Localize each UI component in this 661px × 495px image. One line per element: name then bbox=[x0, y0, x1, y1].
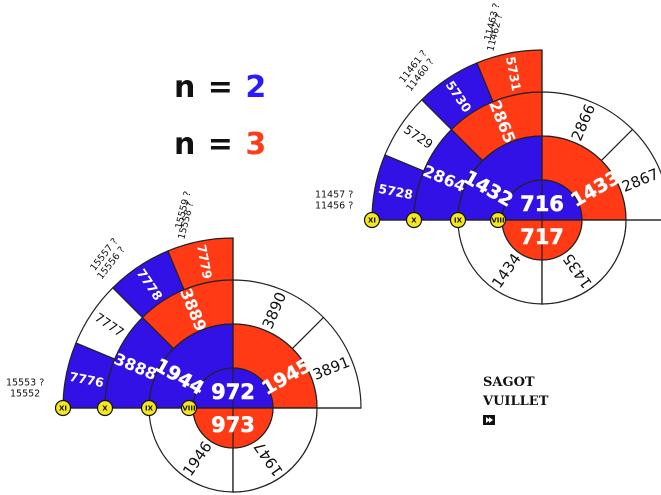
author-credit: SAGOT VUILLET bbox=[483, 373, 548, 431]
annotation-text: 11457 ? bbox=[315, 190, 353, 201]
roman-marker bbox=[96, 399, 114, 417]
roman-marker-label: VIII bbox=[491, 217, 504, 225]
ring4-label: 5731 bbox=[503, 55, 524, 92]
annotation-text: 11456 ? bbox=[315, 201, 353, 212]
below-label: 973 bbox=[211, 413, 255, 437]
roman-marker bbox=[363, 211, 381, 229]
center-label: 972 bbox=[211, 380, 255, 404]
ring4-label: 7779 bbox=[194, 243, 215, 280]
legend-n3-value: 3 bbox=[245, 127, 268, 162]
annotation-text: 15552 bbox=[10, 389, 40, 400]
roman-marker bbox=[140, 399, 158, 417]
roman-marker-label: XI bbox=[59, 405, 67, 413]
credit-line-2: VUILLET bbox=[483, 394, 549, 409]
roman-marker-label: X bbox=[102, 405, 108, 413]
roman-marker-label: VIII bbox=[182, 405, 195, 413]
ring4-label: 7776 bbox=[68, 369, 105, 390]
legend-n3: n = 3 bbox=[174, 127, 267, 162]
roman-marker bbox=[405, 211, 423, 229]
roman-marker-label: XI bbox=[368, 217, 376, 225]
roman-marker-label: X bbox=[411, 217, 417, 225]
ring4-label: 5728 bbox=[377, 181, 414, 202]
annotation-text: 15553 ? bbox=[6, 378, 44, 389]
below-label: 717 bbox=[520, 225, 564, 249]
legend-n2-value: 2 bbox=[245, 70, 268, 105]
roman-marker bbox=[449, 211, 467, 229]
roman-marker-label: IX bbox=[145, 405, 154, 413]
credit-line-1: SAGOT bbox=[483, 375, 535, 390]
roman-marker bbox=[180, 399, 198, 417]
roman-marker bbox=[489, 211, 507, 229]
legend-n2-label: n = bbox=[174, 70, 246, 105]
legend-n3-label: n = bbox=[174, 127, 246, 162]
center-label: 716 bbox=[520, 192, 564, 216]
roman-marker bbox=[54, 399, 72, 417]
legend-n2: n = 2 bbox=[174, 70, 267, 105]
logo-icon bbox=[483, 415, 495, 425]
roman-marker-label: IX bbox=[454, 217, 463, 225]
